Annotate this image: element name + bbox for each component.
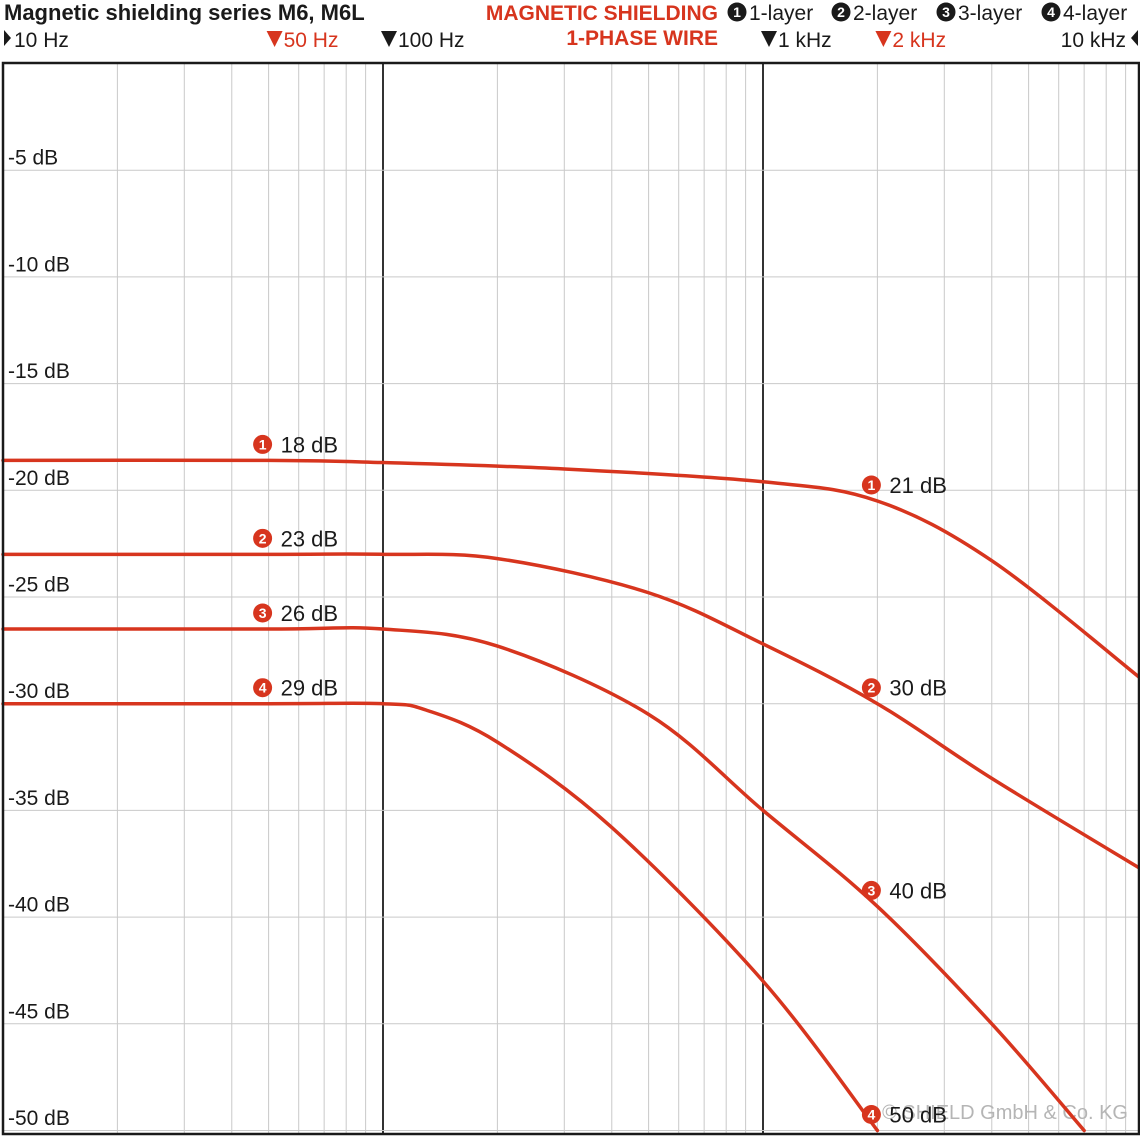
legend-badge-number: 2: [837, 4, 845, 20]
annotation-badge-number: 1: [259, 436, 267, 452]
annotation-label: 40 dB: [889, 878, 947, 903]
marker-triangle: [266, 31, 283, 47]
legend-badge: [831, 2, 851, 22]
legend-badge: [1041, 2, 1061, 22]
annotation-badge: [253, 434, 273, 454]
annotation-badge: [861, 1105, 881, 1124]
annotation-badge-number: 4: [867, 1107, 875, 1123]
legend-label: 2-layer: [853, 2, 917, 25]
chart-subtitle-line2: 1-PHASE WIRE: [566, 27, 718, 50]
annotation-badge-number: 2: [259, 530, 267, 546]
annotation-badge-number: 2: [867, 680, 875, 696]
marker-triangle: [1131, 30, 1138, 46]
y-tick-label: -20 dB: [8, 467, 70, 490]
x-marker-label: 50 Hz: [284, 29, 339, 52]
y-axis-labels: -5 dB -10 dB -15 dB -20 dB -25 dB -30 dB -35 d…: [8, 147, 70, 1130]
y-tick-label: -35 dB: [8, 787, 70, 810]
annotation-label: 50 dB: [889, 1103, 947, 1128]
legend-label: 4-layer: [1063, 2, 1127, 25]
series-line-1: [1, 458, 1140, 681]
y-tick-label: -15 dB: [8, 360, 70, 383]
y-tick-label: -50 dB: [8, 1107, 70, 1130]
plot-frame: [1, 61, 1140, 1136]
annotation-badge-number: 3: [867, 882, 875, 898]
legend: 1 1-layer 2 2-layer 3 3-layer 4 4-layer: [727, 2, 1127, 25]
series-line-2: [1, 552, 1140, 871]
annotation-label: 18 dB: [281, 432, 339, 457]
annotation-badge-number: 3: [259, 605, 267, 621]
annotation-badge: [253, 603, 273, 623]
x-marker-label: 10 kHz: [1061, 29, 1126, 52]
annotation-badge-number: 1: [867, 477, 875, 493]
y-tick-label: -5 dB: [8, 147, 58, 170]
annotation-badge: [253, 678, 273, 698]
legend-badge-number: 4: [1047, 4, 1055, 20]
marker-triangle: [4, 30, 11, 46]
marker-triangle: [761, 31, 777, 47]
annotation-badge: [861, 475, 881, 495]
legend-badge: [936, 2, 956, 22]
frequency-markers: 10 Hz 50 Hz 100 Hz 1 kHz 2 kHz 10 kHz: [4, 29, 1138, 52]
marker-triangle: [381, 31, 397, 47]
y-tick-label: -30 dB: [8, 680, 70, 703]
annotation-label: 26 dB: [281, 601, 339, 626]
legend-badge: [727, 2, 747, 22]
legend-label: 1-layer: [749, 2, 813, 25]
series-lines: [1, 458, 1140, 1133]
series-line-3: [1, 626, 1086, 1133]
y-tick-label: -25 dB: [8, 574, 70, 597]
legend-badge-number: 1: [733, 4, 741, 20]
annotation-badge: [861, 678, 881, 698]
legend-badge-number: 3: [942, 4, 950, 20]
annotation-badge: [253, 528, 273, 548]
series-annotations: 1 18 dB 1 21 dB 2 23 dB 2 30 dB 3 26 dB 3 40 dB 4 29 …: [253, 432, 947, 1128]
legend-label: 3-layer: [958, 2, 1022, 25]
annotation-badge: [861, 880, 881, 900]
chart-title: Magnetic shielding series M6, M6L: [4, 0, 365, 25]
annotation-label: 30 dB: [889, 676, 947, 701]
annotation-badge-number: 4: [259, 680, 267, 696]
x-marker-label: 100 Hz: [398, 29, 465, 52]
chart-subtitle-line1: MAGNETIC SHIELDING: [486, 2, 718, 25]
x-marker-label: 2 kHz: [892, 29, 946, 52]
annotation-label: 23 dB: [281, 526, 339, 551]
y-tick-label: -10 dB: [8, 253, 70, 276]
y-tick-label: -45 dB: [8, 1000, 70, 1023]
x-marker-label: 1 kHz: [778, 29, 832, 52]
annotation-label: 29 dB: [281, 676, 339, 701]
plot-grid: [3, 63, 1139, 1134]
y-tick-label: -40 dB: [8, 894, 70, 917]
marker-triangle: [875, 31, 892, 47]
annotation-label: 21 dB: [889, 473, 947, 498]
series-line-4: [1, 701, 880, 1133]
x-marker-label: 10 Hz: [14, 29, 69, 52]
